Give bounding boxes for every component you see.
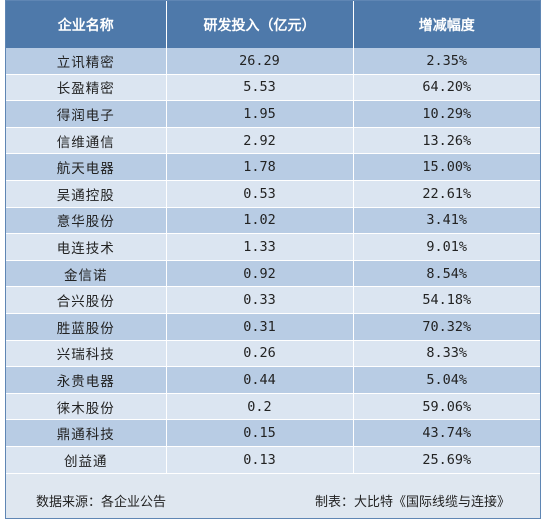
data-source-note: 数据来源：各企业公告 (36, 495, 167, 510)
company-name: 立讯精密 (6, 48, 167, 75)
change-rate: 15.00% (353, 153, 540, 181)
change-rate: 64.20% (353, 74, 540, 102)
company-name: 意华股份 (6, 207, 167, 235)
change-rate: 3.41% (353, 207, 540, 235)
table-row: 航天电器 1.78 15.00% (6, 153, 540, 181)
rd-investment: 0.26 (166, 340, 354, 368)
company-name: 得润电子 (6, 100, 167, 128)
company-name: 徕木股份 (6, 393, 167, 421)
table-row: 兴瑞科技 0.26 8.33% (6, 340, 540, 368)
change-rate: 13.26% (353, 127, 540, 155)
company-name: 信维通信 (6, 127, 167, 155)
company-name: 创益通 (6, 446, 167, 474)
change-rate: 70.32% (353, 313, 540, 341)
table-row: 立讯精密 26.29 2.35% (6, 48, 540, 75)
company-name: 航天电器 (6, 153, 167, 181)
rd-investment: 0.2 (166, 393, 354, 421)
table-row: 电连技术 1.33 9.01% (6, 233, 540, 261)
change-rate: 43.74% (353, 419, 540, 447)
change-rate: 59.06% (353, 393, 540, 421)
company-name: 胜蓝股份 (6, 313, 167, 341)
change-rate: 25.69% (353, 446, 540, 474)
rd-investment: 0.33 (166, 286, 354, 314)
rd-investment: 0.13 (166, 446, 354, 474)
company-name: 合兴股份 (6, 286, 167, 314)
change-rate: 8.33% (353, 340, 540, 368)
rd-investment: 1.78 (166, 153, 354, 181)
change-rate: 10.29% (353, 100, 540, 128)
change-rate: 54.18% (353, 286, 540, 314)
company-name: 金信诺 (6, 260, 167, 288)
table-row: 徕木股份 0.2 59.06% (6, 393, 540, 421)
table-row: 意华股份 1.02 3.41% (6, 207, 540, 235)
change-rate: 22.61% (353, 180, 540, 208)
table-row: 合兴股份 0.33 54.18% (6, 286, 540, 314)
header-change-rate: 增减幅度 (353, 1, 540, 48)
rd-investment: 26.29 (166, 48, 354, 75)
table-row: 胜蓝股份 0.31 70.32% (6, 313, 540, 341)
table-maker-note: 制表：大比特《国际线缆与连接》 (314, 495, 510, 510)
rd-investment: 2.92 (166, 127, 354, 155)
company-name: 吴通控股 (6, 180, 167, 208)
table-header-row: 企业名称 研发投入（亿元） 增减幅度 (6, 1, 540, 48)
table-row: 得润电子 1.95 10.29% (6, 100, 540, 128)
table-row: 吴通控股 0.53 22.61% (6, 180, 540, 208)
rd-investment: 0.15 (166, 419, 354, 447)
company-name: 永贵电器 (6, 366, 167, 394)
rd-investment: 5.53 (166, 74, 354, 102)
company-name: 兴瑞科技 (6, 340, 167, 368)
header-rd-investment: 研发投入（亿元） (166, 1, 354, 48)
change-rate: 5.04% (353, 366, 540, 394)
rd-investment: 0.31 (166, 313, 354, 341)
rd-investment-table: 企业名称 研发投入（亿元） 增减幅度 立讯精密 26.29 2.35% 长盈精密… (6, 1, 540, 474)
table-footer: 数据来源：各企业公告 制表：大比特《国际线缆与连接》 (6, 482, 540, 518)
table-row: 永贵电器 0.44 5.04% (6, 366, 540, 394)
table-row: 创益通 0.13 25.69% (6, 446, 540, 474)
header-company-name: 企业名称 (6, 1, 167, 48)
change-rate: 8.54% (353, 260, 540, 288)
rd-investment: 1.33 (166, 233, 354, 261)
rd-investment: 0.92 (166, 260, 354, 288)
change-rate: 2.35% (353, 48, 540, 75)
rd-table-container: 企业名称 研发投入（亿元） 增减幅度 立讯精密 26.29 2.35% 长盈精密… (5, 0, 541, 519)
table-row: 鼎通科技 0.15 43.74% (6, 419, 540, 447)
company-name: 长盈精密 (6, 74, 167, 102)
rd-investment: 1.02 (166, 207, 354, 235)
change-rate: 9.01% (353, 233, 540, 261)
table-row: 金信诺 0.92 8.54% (6, 260, 540, 288)
rd-investment: 0.53 (166, 180, 354, 208)
company-name: 鼎通科技 (6, 419, 167, 447)
rd-investment: 0.44 (166, 366, 354, 394)
company-name: 电连技术 (6, 233, 167, 261)
table-row: 信维通信 2.92 13.26% (6, 127, 540, 155)
rd-investment: 1.95 (166, 100, 354, 128)
table-row: 长盈精密 5.53 64.20% (6, 74, 540, 102)
